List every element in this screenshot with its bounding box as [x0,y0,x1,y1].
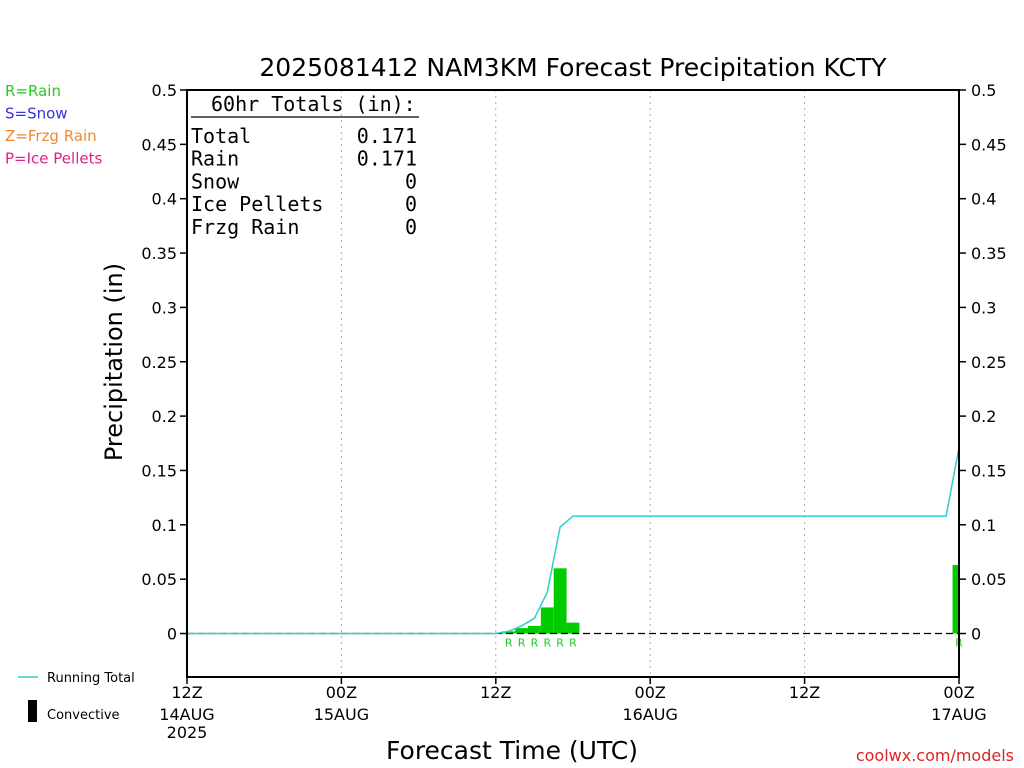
y-tick-label-right: 0.2 [971,407,996,426]
type-legend-item: S=Snow [5,105,68,123]
totals-value: 0 [405,192,417,216]
totals-label: Ice Pellets [191,192,323,216]
type-legend-item: R=Rain [5,82,61,100]
y-tick-label-left: 0.4 [152,190,177,209]
y-tick-label-right: 0.3 [971,298,996,317]
precip-bar [553,568,567,634]
totals-value: 0.171 [357,147,417,171]
y-tick-label-left: 0.5 [152,81,177,100]
y-tick-label-left: 0.15 [141,461,177,480]
y-tick-label-right: 0.4 [971,190,996,209]
totals-label: Rain [191,147,239,171]
running-total-layer [187,447,960,635]
y-tick-label-right: 0 [971,625,981,644]
series-legend: Running Total Convective [18,671,135,723]
precip-bar [515,628,528,634]
convective-legend-swatch [28,700,37,722]
rain-marker: R [531,637,539,650]
x-tick-label: 12Z [171,683,202,702]
running-total-legend-label: Running Total [47,671,135,686]
x-tick-label: 00Z [635,683,666,702]
y-tick-label-right: 0.15 [971,461,1007,480]
rain-marker: R [518,637,526,650]
y-tick-label-left: 0.45 [141,135,177,154]
type-legend-item: P=Ice Pellets [5,150,102,168]
x-axis-label: Forecast Time (UTC) [386,736,638,765]
rain-marker: R [556,637,564,650]
totals-value: 0 [405,215,417,239]
x-tick-label: 00Z [326,683,357,702]
rain-marker: R [543,637,551,650]
y-tick-label-left: 0.25 [141,353,177,372]
y-tick-label-left: 0.05 [141,570,177,589]
totals-heading: 60hr Totals (in): [211,92,416,116]
chart-title: 2025081412 NAM3KM Forecast Precipitation… [259,53,887,82]
y-axis-label: Precipitation (in) [100,263,128,461]
x-tick-date: 15AUG [314,705,369,724]
x-tick-label: 00Z [943,683,974,702]
running-total-line [187,447,960,635]
rain-marker: R [569,637,577,650]
x-tick-date: 16AUG [622,705,677,724]
x-tick-label: 12Z [789,683,820,702]
precip-type-legend: R=Rain S=Snow Z=Frzg Rain P=Ice Pellets [5,82,102,168]
precip-bar [502,631,516,634]
totals-value: 0 [405,169,417,193]
y-tick-label-left: 0.2 [152,407,177,426]
y-tick-label-left: 0.35 [141,244,177,263]
y-tick-label-right: 0.45 [971,135,1007,154]
convective-legend-label: Convective [47,708,120,723]
totals-label: Snow [191,169,240,193]
y-tick-label-right: 0.05 [971,570,1007,589]
totals-value: 0.171 [357,124,417,148]
x-tick-date: 17AUG [931,705,986,724]
precip-bar [540,607,554,634]
rain-marker: R [505,637,513,650]
plot-frame [186,89,960,678]
y-tick-label-left: 0.1 [152,516,177,535]
grid-lines [340,90,806,677]
x-tick-year: 2025 [167,723,208,742]
axes: 0 00.05 0.050.1 0.10.15 0.150.2 0.20.25 0.250.… [141,81,1006,742]
precip-bar [527,625,541,634]
y-tick-label-right: 0.25 [971,353,1007,372]
y-tick-label-right: 0.35 [971,244,1007,263]
precip-bar [566,622,580,634]
y-tick-label-right: 0.5 [971,81,996,100]
totals-box: 60hr Totals (in): Total 0.171 Rain 0.171 Snow… [191,92,419,239]
precip-bar [952,565,959,634]
type-legend-item: Z=Frzg Rain [5,127,97,145]
credit-text: coolwx.com/models [856,746,1014,765]
totals-label: Total [191,124,251,148]
y-tick-label-right: 0.1 [971,516,996,535]
y-tick-label-left: 0 [167,625,177,644]
y-tick-label-left: 0.3 [152,298,177,317]
totals-label: Frzg Rain [191,215,299,239]
x-tick-label: 12Z [480,683,511,702]
x-tick-date: 14AUG [159,705,214,724]
